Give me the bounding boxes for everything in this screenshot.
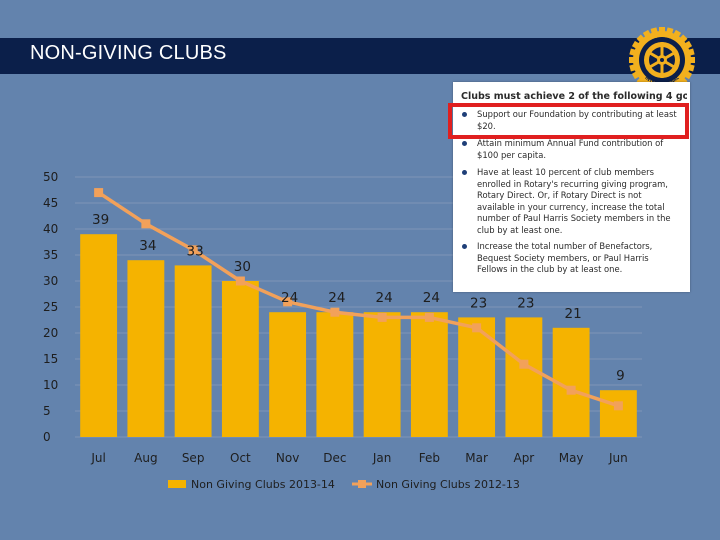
goal-text: Increase the total number of Benefactors… [477, 241, 653, 275]
legend-label: Non Giving Clubs 2013-14 [191, 478, 335, 491]
bar [80, 234, 118, 437]
x-tick-label: Oct [230, 451, 251, 465]
data-label: 30 [234, 259, 251, 275]
bar [127, 260, 165, 437]
data-label: 21 [565, 306, 582, 322]
data-label: 9 [616, 368, 625, 384]
line-point [566, 385, 576, 395]
bullet-icon [462, 141, 467, 146]
bullet-icon [462, 244, 467, 249]
x-tick-label: Jan [372, 451, 392, 465]
data-label: 33 [187, 243, 204, 259]
title-bar: NON-GIVING CLUBS [0, 38, 720, 74]
bullet-icon [462, 112, 467, 117]
line-point [519, 359, 529, 369]
highlight-box [448, 103, 689, 139]
goal-item: Have at least 10 percent of club members… [462, 167, 677, 237]
legend-swatch-bar [168, 480, 186, 488]
data-label: 24 [423, 290, 440, 306]
bar [363, 312, 401, 437]
line-point [283, 297, 293, 307]
y-tick-label: 10 [43, 378, 58, 392]
line-point [188, 245, 198, 255]
bar [599, 390, 637, 437]
data-label: 34 [139, 238, 156, 254]
data-label: 23 [517, 295, 534, 311]
y-tick-label: 40 [43, 222, 58, 236]
goal-item: Support our Foundation by contributing a… [462, 109, 677, 132]
goal-text: Have at least 10 percent of club members… [477, 167, 671, 235]
x-tick-label: Dec [323, 451, 346, 465]
y-tick-label: 25 [43, 300, 58, 314]
y-tick-label: 0 [43, 430, 51, 444]
y-tick-label: 35 [43, 248, 58, 262]
bar [269, 312, 307, 437]
y-tick-label: 15 [43, 352, 58, 366]
y-tick-label: 50 [43, 170, 58, 184]
goals-note: Clubs must achieve 2 of the following 4 … [453, 82, 690, 292]
line-point [613, 401, 623, 411]
x-tick-label: Jul [90, 451, 105, 465]
bar [316, 312, 354, 437]
page-title: NON-GIVING CLUBS [30, 42, 227, 64]
line-point [330, 307, 340, 317]
x-tick-label: Mar [465, 451, 488, 465]
y-tick-label: 5 [43, 404, 51, 418]
x-tick-label: Jun [608, 451, 628, 465]
bar [174, 265, 212, 437]
x-tick-label: May [559, 451, 584, 465]
logo-top-text: ROTARY [649, 33, 677, 42]
data-label: 23 [470, 295, 487, 311]
goal-item: Attain minimum Annual Fund contribution … [462, 138, 677, 161]
x-tick-label: Feb [419, 451, 440, 465]
data-label: 39 [92, 212, 109, 228]
x-tick-label: Apr [513, 451, 534, 465]
line-point [472, 323, 482, 333]
line-point [94, 188, 104, 198]
line-point [235, 276, 245, 286]
legend-label: Non Giving Clubs 2012-13 [376, 478, 520, 491]
x-tick-label: Nov [276, 451, 299, 465]
line-point [424, 312, 434, 322]
goal-text: Attain minimum Annual Fund contribution … [477, 138, 664, 160]
data-label: 24 [328, 290, 345, 306]
line-point [377, 312, 387, 322]
y-tick-label: 20 [43, 326, 58, 340]
bar [221, 281, 259, 437]
data-label: 24 [281, 290, 298, 306]
legend-marker [358, 480, 366, 488]
data-label: 24 [376, 290, 393, 306]
bullet-icon [462, 170, 467, 175]
y-tick-label: 45 [43, 196, 58, 210]
x-tick-label: Sep [182, 451, 205, 465]
bar [458, 317, 496, 437]
bar [410, 312, 448, 437]
rotary-wheel-icon: ROTARY INTERNATIONAL [629, 27, 695, 93]
line-point [141, 219, 151, 229]
goal-item: Increase the total number of Benefactors… [462, 241, 677, 276]
x-tick-label: Aug [134, 451, 157, 465]
goals-heading: Clubs must achieve 2 of the following 4 … [461, 91, 687, 102]
y-tick-label: 30 [43, 274, 58, 288]
bar [505, 317, 543, 437]
svg-text:ROTARY: ROTARY [649, 33, 677, 42]
goal-text: Support our Foundation by contributing a… [477, 109, 677, 131]
line-series [97, 191, 619, 408]
